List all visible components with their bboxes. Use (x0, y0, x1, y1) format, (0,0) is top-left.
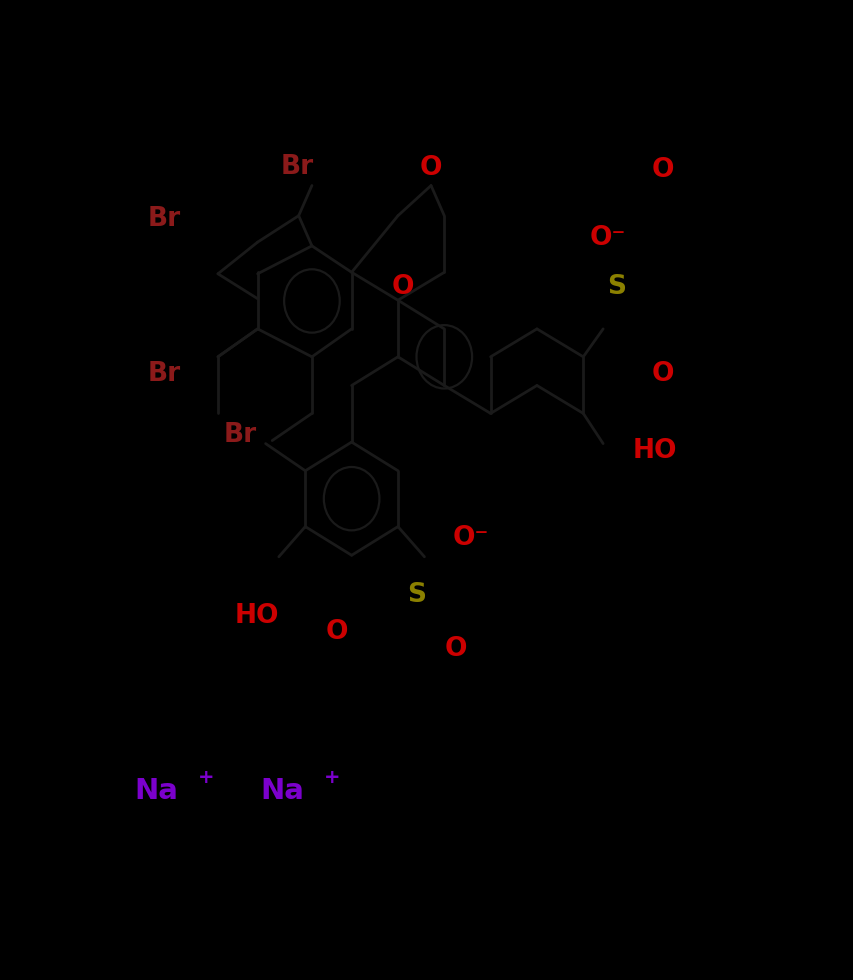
Text: Na: Na (135, 777, 178, 805)
Text: Br: Br (280, 155, 313, 180)
Text: O: O (444, 636, 467, 662)
Text: +: + (323, 767, 340, 787)
Text: Br: Br (148, 207, 181, 232)
Text: HO: HO (632, 438, 676, 465)
Text: O: O (326, 619, 348, 645)
Text: S: S (606, 274, 625, 301)
Text: Br: Br (148, 362, 181, 387)
Text: O⁻: O⁻ (589, 225, 625, 251)
Text: +: + (198, 767, 214, 787)
Text: O: O (420, 155, 442, 181)
Text: Na: Na (260, 777, 304, 805)
Text: O: O (391, 274, 414, 301)
Text: HO: HO (235, 603, 279, 628)
Text: O: O (651, 158, 673, 183)
Text: O⁻: O⁻ (452, 525, 489, 551)
Text: S: S (407, 581, 426, 608)
Text: O: O (651, 362, 673, 387)
Text: Br: Br (223, 421, 257, 448)
